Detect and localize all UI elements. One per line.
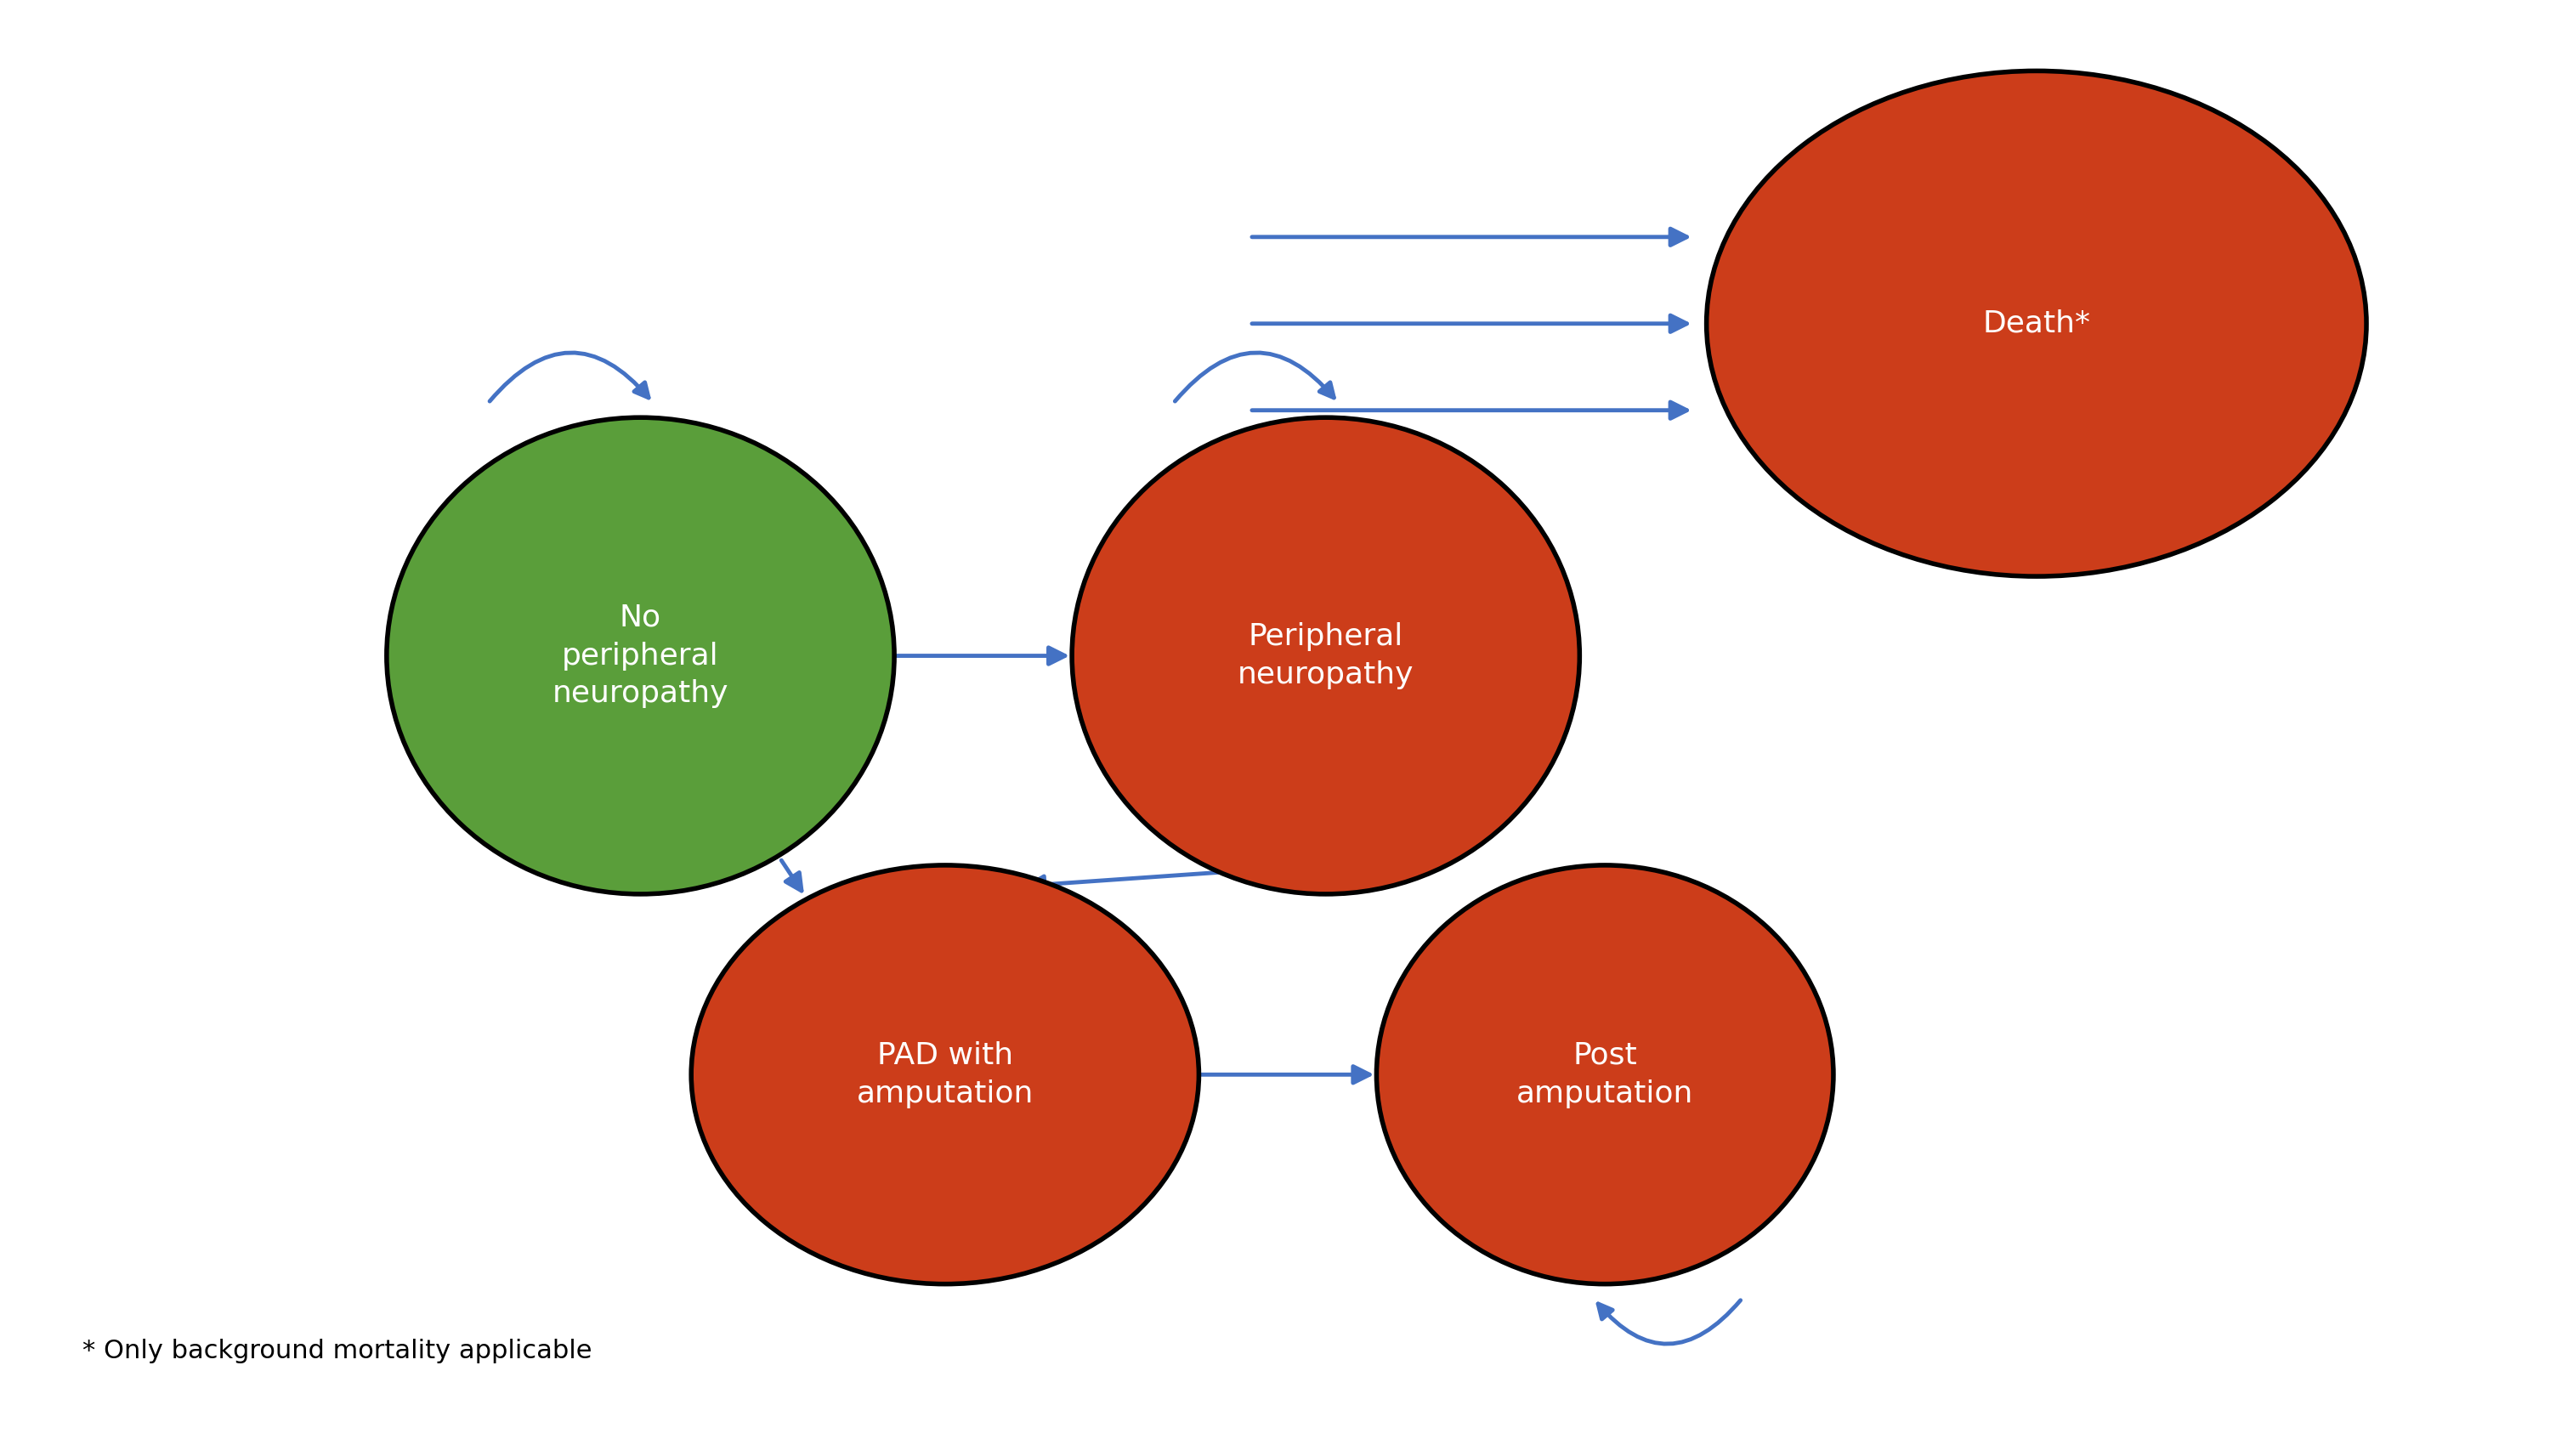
- Ellipse shape: [1706, 71, 2366, 577]
- Text: No
peripheral
neuropathy: No peripheral neuropathy: [553, 603, 729, 708]
- Ellipse shape: [388, 418, 895, 894]
- Text: PAD with
amputation: PAD with amputation: [857, 1041, 1033, 1108]
- Text: Death*: Death*: [1981, 309, 2091, 338]
- Text: * Only background mortality applicable: * Only background mortality applicable: [82, 1340, 592, 1363]
- Text: Peripheral
neuropathy: Peripheral neuropathy: [1237, 622, 1413, 689]
- Ellipse shape: [1377, 865, 1833, 1284]
- Text: Post
amputation: Post amputation: [1517, 1041, 1693, 1108]
- Ellipse shape: [1071, 418, 1578, 894]
- Ellipse shape: [691, 865, 1198, 1284]
